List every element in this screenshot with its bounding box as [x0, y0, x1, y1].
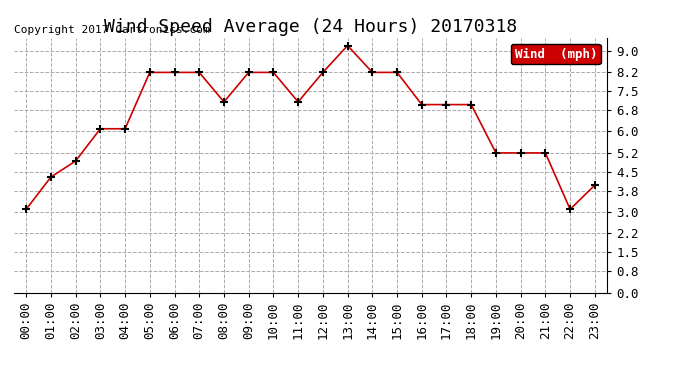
Title: Wind Speed Average (24 Hours) 20170318: Wind Speed Average (24 Hours) 20170318	[104, 18, 517, 36]
Legend: Wind  (mph): Wind (mph)	[511, 44, 601, 64]
Text: Copyright 2017 Cartronics.com: Copyright 2017 Cartronics.com	[14, 25, 210, 35]
